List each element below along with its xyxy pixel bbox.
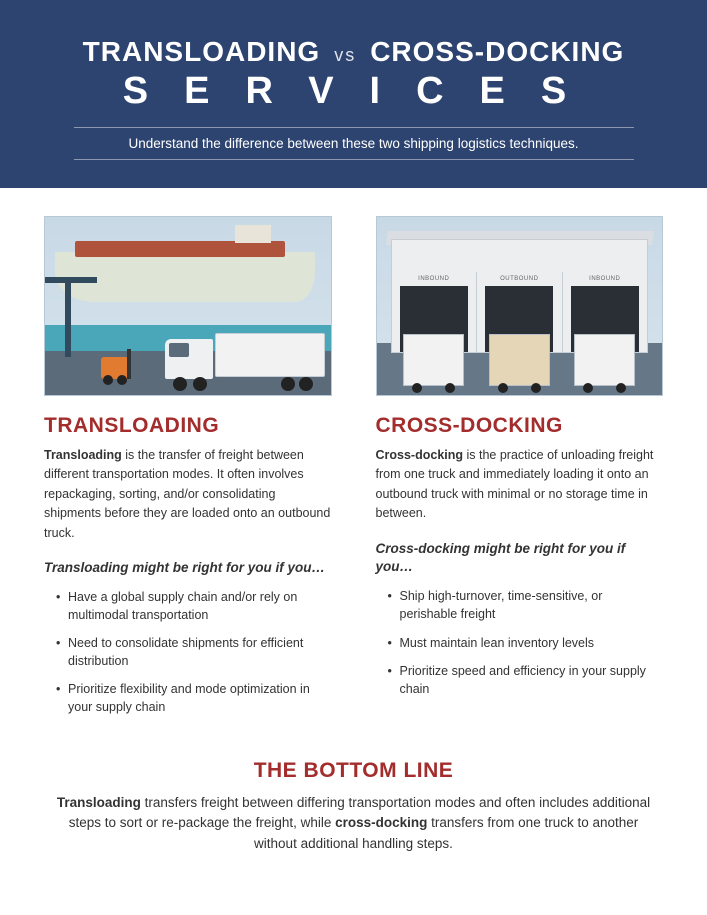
illus-crossdocking: INBOUND OUTBOUND xyxy=(376,216,664,396)
transloading-subhead: Transloading might be right for you if y… xyxy=(44,559,332,578)
truck-icon xyxy=(165,321,325,391)
title-row: TRANSLOADING VS CROSS-DOCKING xyxy=(30,36,677,68)
crossdocking-title: CROSS-DOCKING xyxy=(376,414,664,438)
bottom-bold-2: cross-docking xyxy=(335,815,427,830)
bay-label: INBOUND xyxy=(563,276,648,282)
warehouse-icon: INBOUND OUTBOUND xyxy=(391,239,649,353)
forklift-icon xyxy=(101,349,143,385)
list-item: Prioritize speed and efficiency in your … xyxy=(388,662,664,698)
transloading-bullets: Have a global supply chain and/or rely o… xyxy=(44,588,332,717)
bottom-text: Transloading transfers freight between d… xyxy=(54,793,653,856)
trailer-icon xyxy=(574,334,635,386)
illus-transloading xyxy=(44,216,332,396)
crane-icon xyxy=(65,277,71,357)
crossdocking-subhead: Cross-docking might be right for you if … xyxy=(376,540,664,578)
trailer-icon xyxy=(403,334,464,386)
transloading-title: TRANSLOADING xyxy=(44,414,332,438)
list-item: Prioritize flexibility and mode optimiza… xyxy=(56,680,332,716)
trailer-icon xyxy=(489,334,550,386)
title-services: SERVICES xyxy=(48,70,677,113)
subtitle-wrap: Understand the difference between these … xyxy=(74,127,634,160)
bottom-bold-1: Transloading xyxy=(57,795,141,810)
crossdocking-bullets: Ship high-turnover, time-sensitive, or p… xyxy=(376,587,664,698)
col-transloading: TRANSLOADING Transloading is the transfe… xyxy=(44,216,332,727)
transloading-desc-bold: Transloading xyxy=(44,448,122,462)
content: TRANSLOADING Transloading is the transfe… xyxy=(0,188,707,875)
title-right: CROSS-DOCKING xyxy=(370,36,624,68)
columns: TRANSLOADING Transloading is the transfe… xyxy=(44,216,663,727)
title-left: TRANSLOADING xyxy=(83,36,321,68)
list-item: Need to consolidate shipments for effici… xyxy=(56,634,332,670)
list-item: Must maintain lean inventory levels xyxy=(388,634,664,652)
col-crossdocking: INBOUND OUTBOUND xyxy=(376,216,664,727)
bottom-section: THE BOTTOM LINE Transloading transfers f… xyxy=(44,759,663,856)
transloading-desc: Transloading is the transfer of freight … xyxy=(44,446,332,543)
list-item: Ship high-turnover, time-sensitive, or p… xyxy=(388,587,664,623)
title-vs: VS xyxy=(334,45,356,66)
subtitle: Understand the difference between these … xyxy=(74,127,634,160)
bottom-title: THE BOTTOM LINE xyxy=(54,759,653,783)
bay-label: OUTBOUND xyxy=(477,276,562,282)
header: TRANSLOADING VS CROSS-DOCKING SERVICES U… xyxy=(0,0,707,188)
crossdocking-desc: Cross-docking is the practice of unloadi… xyxy=(376,446,664,524)
crossdocking-desc-bold: Cross-docking xyxy=(376,448,464,462)
bay-label: INBOUND xyxy=(392,276,477,282)
list-item: Have a global supply chain and/or rely o… xyxy=(56,588,332,624)
